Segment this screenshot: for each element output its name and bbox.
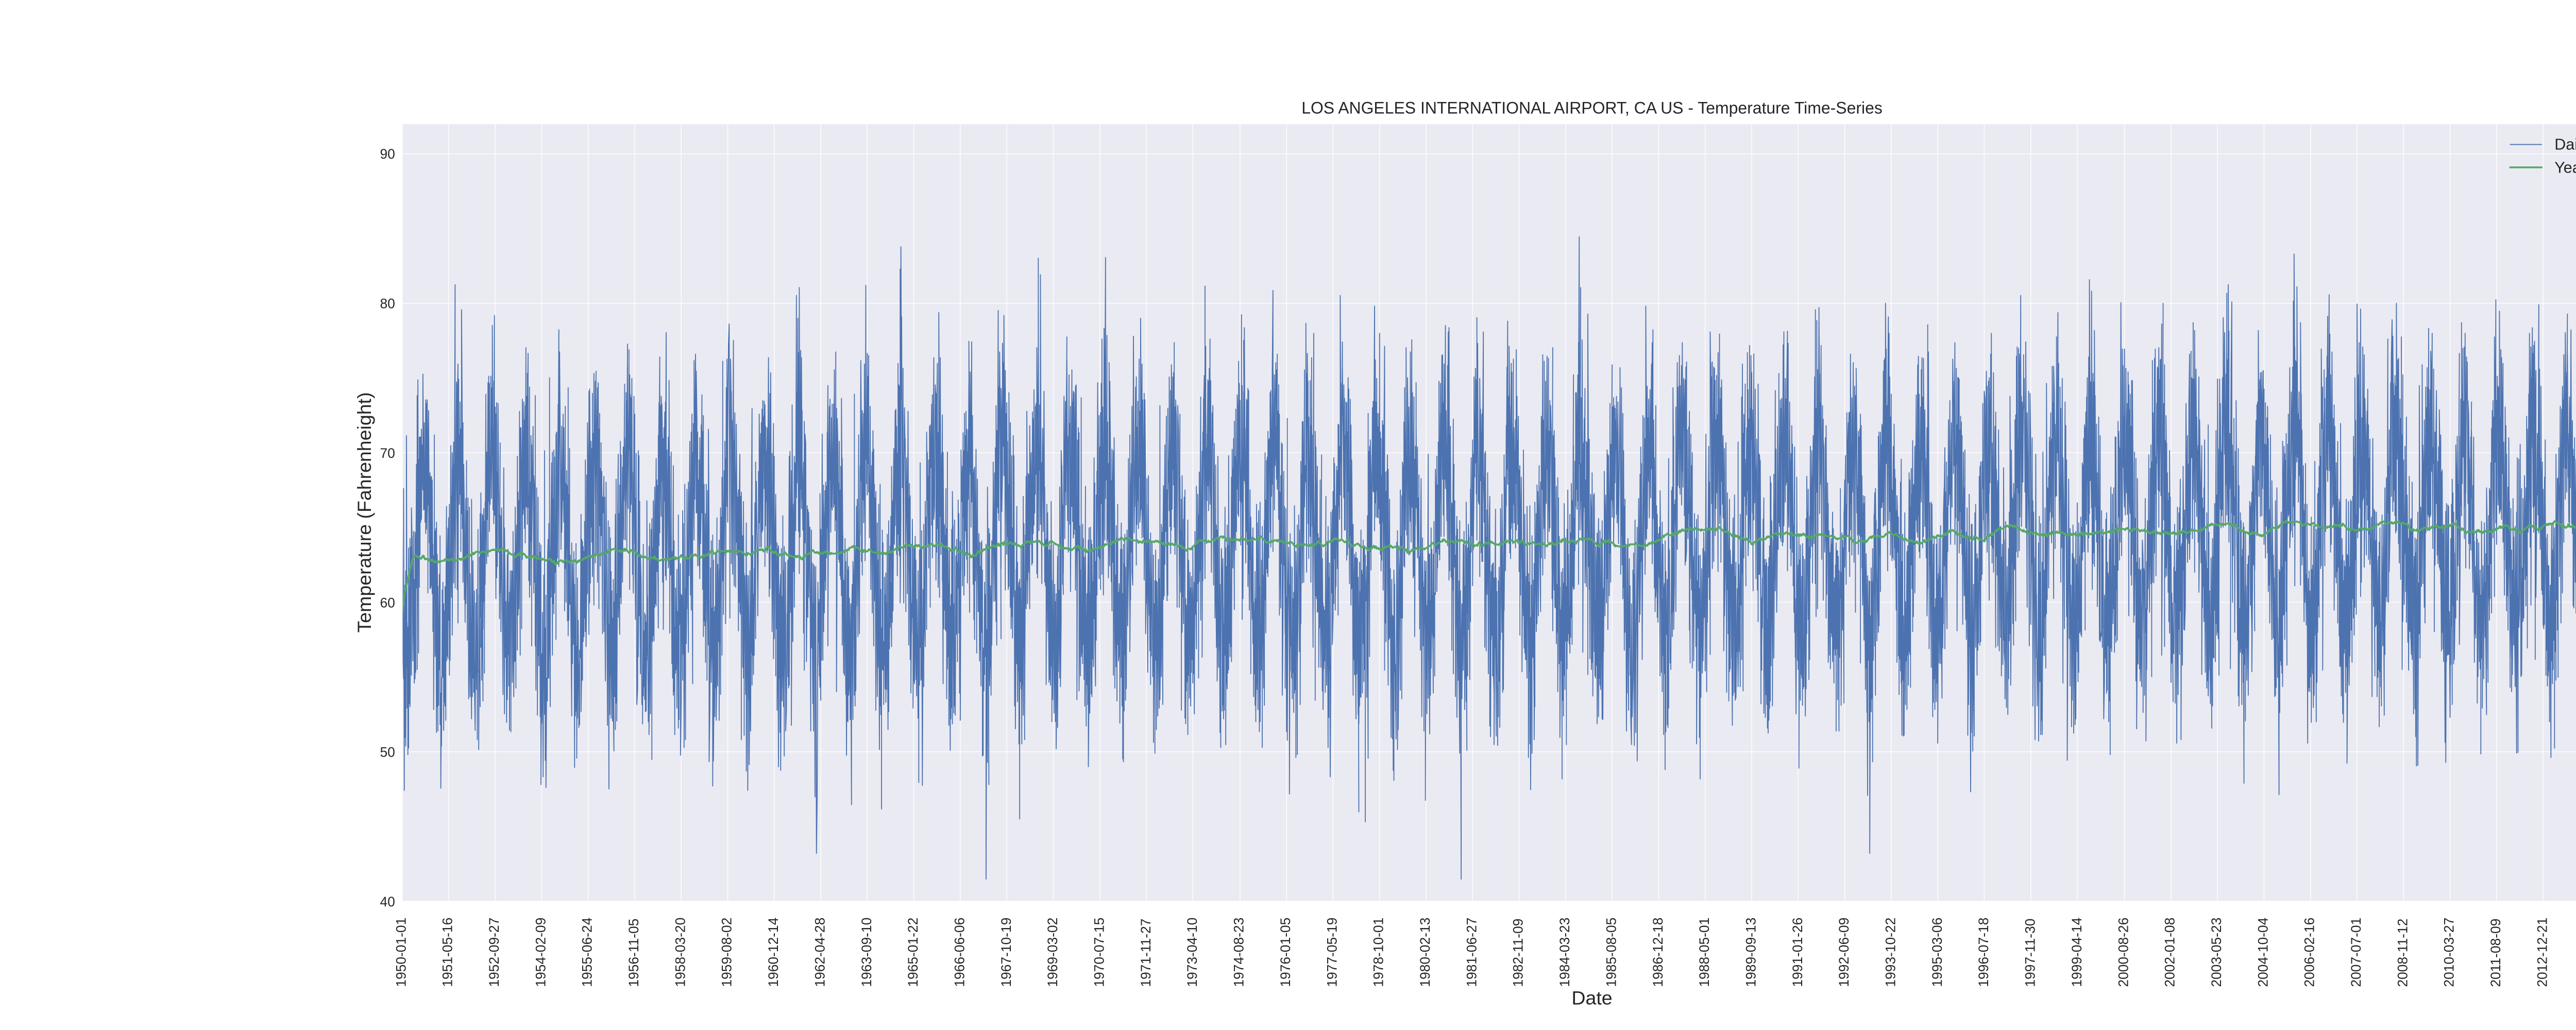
svg-text:2007-07-01: 2007-07-01 <box>2348 918 2364 987</box>
svg-text:1976-01-05: 1976-01-05 <box>1278 918 1293 987</box>
svg-text:1978-10-01: 1978-10-01 <box>1371 918 1386 987</box>
svg-text:1973-04-10: 1973-04-10 <box>1184 918 1200 987</box>
svg-text:1999-04-14: 1999-04-14 <box>2069 918 2084 987</box>
svg-text:Yearly Rolling Mean: Yearly Rolling Mean <box>2554 159 2576 177</box>
svg-text:Temperature (Fahrenheight): Temperature (Fahrenheight) <box>353 392 375 633</box>
svg-text:1962-04-28: 1962-04-28 <box>812 918 827 987</box>
svg-text:1960-12-14: 1960-12-14 <box>766 918 781 987</box>
svg-text:1997-11-30: 1997-11-30 <box>2023 919 2038 987</box>
svg-text:1967-10-19: 1967-10-19 <box>998 918 1014 987</box>
svg-text:2003-05-23: 2003-05-23 <box>2209 918 2224 987</box>
svg-text:1965-01-22: 1965-01-22 <box>905 918 921 987</box>
svg-text:2010-03-27: 2010-03-27 <box>2442 918 2457 987</box>
svg-text:1982-11-09: 1982-11-09 <box>1511 919 1526 987</box>
svg-text:1959-08-02: 1959-08-02 <box>719 918 735 987</box>
svg-text:1955-06-24: 1955-06-24 <box>580 918 595 987</box>
svg-text:1952-09-27: 1952-09-27 <box>486 918 502 987</box>
svg-text:1988-05-01: 1988-05-01 <box>1697 918 1712 987</box>
svg-text:1970-07-15: 1970-07-15 <box>1092 918 1107 987</box>
svg-text:1956-11-05: 1956-11-05 <box>626 919 641 987</box>
svg-text:1963-09-10: 1963-09-10 <box>859 918 874 987</box>
svg-text:80: 80 <box>380 296 395 311</box>
svg-text:1954-02-09: 1954-02-09 <box>533 918 548 987</box>
svg-text:1993-10-22: 1993-10-22 <box>1883 918 1899 987</box>
svg-text:90: 90 <box>380 146 395 162</box>
svg-text:1989-09-13: 1989-09-13 <box>1743 918 1758 987</box>
svg-text:1966-06-06: 1966-06-06 <box>952 918 967 987</box>
svg-text:50: 50 <box>380 745 395 760</box>
svg-text:1951-05-16: 1951-05-16 <box>440 918 455 987</box>
svg-text:1980-02-13: 1980-02-13 <box>1417 918 1433 987</box>
svg-text:1984-03-23: 1984-03-23 <box>1557 918 1572 987</box>
svg-text:2011-08-09: 2011-08-09 <box>2488 919 2503 987</box>
svg-text:1977-05-19: 1977-05-19 <box>1324 918 1340 987</box>
svg-text:40: 40 <box>380 894 395 909</box>
svg-text:1992-06-09: 1992-06-09 <box>1836 918 1852 987</box>
svg-text:1996-07-18: 1996-07-18 <box>1976 918 1991 987</box>
svg-text:2008-11-12: 2008-11-12 <box>2395 919 2410 987</box>
svg-text:1958-03-20: 1958-03-20 <box>672 918 688 987</box>
svg-text:1971-11-27: 1971-11-27 <box>1138 919 1154 987</box>
svg-text:2006-02-16: 2006-02-16 <box>2302 918 2317 987</box>
svg-text:Date: Date <box>1571 987 1612 1009</box>
svg-text:70: 70 <box>380 445 395 461</box>
svg-text:1995-03-06: 1995-03-06 <box>1929 918 1945 987</box>
svg-text:2012-12-21: 2012-12-21 <box>2534 918 2550 987</box>
svg-text:Daily Temperature Reading: Daily Temperature Reading <box>2554 136 2576 153</box>
svg-text:1985-08-05: 1985-08-05 <box>1603 918 1619 987</box>
svg-text:1969-03-02: 1969-03-02 <box>1045 918 1060 987</box>
svg-text:1986-12-18: 1986-12-18 <box>1650 918 1666 987</box>
svg-text:1974-08-23: 1974-08-23 <box>1231 918 1247 987</box>
svg-text:2000-08-26: 2000-08-26 <box>2115 918 2131 987</box>
svg-text:60: 60 <box>380 595 395 610</box>
svg-text:1991-01-26: 1991-01-26 <box>1790 918 1805 987</box>
svg-text:2004-10-04: 2004-10-04 <box>2255 918 2270 987</box>
svg-text:LOS ANGELES INTERNATIONAL AIRP: LOS ANGELES INTERNATIONAL AIRPORT, CA US… <box>1301 99 1883 117</box>
svg-text:2002-01-08: 2002-01-08 <box>2162 918 2178 987</box>
svg-text:1981-06-27: 1981-06-27 <box>1464 918 1479 987</box>
svg-text:1950-01-01: 1950-01-01 <box>393 918 409 987</box>
